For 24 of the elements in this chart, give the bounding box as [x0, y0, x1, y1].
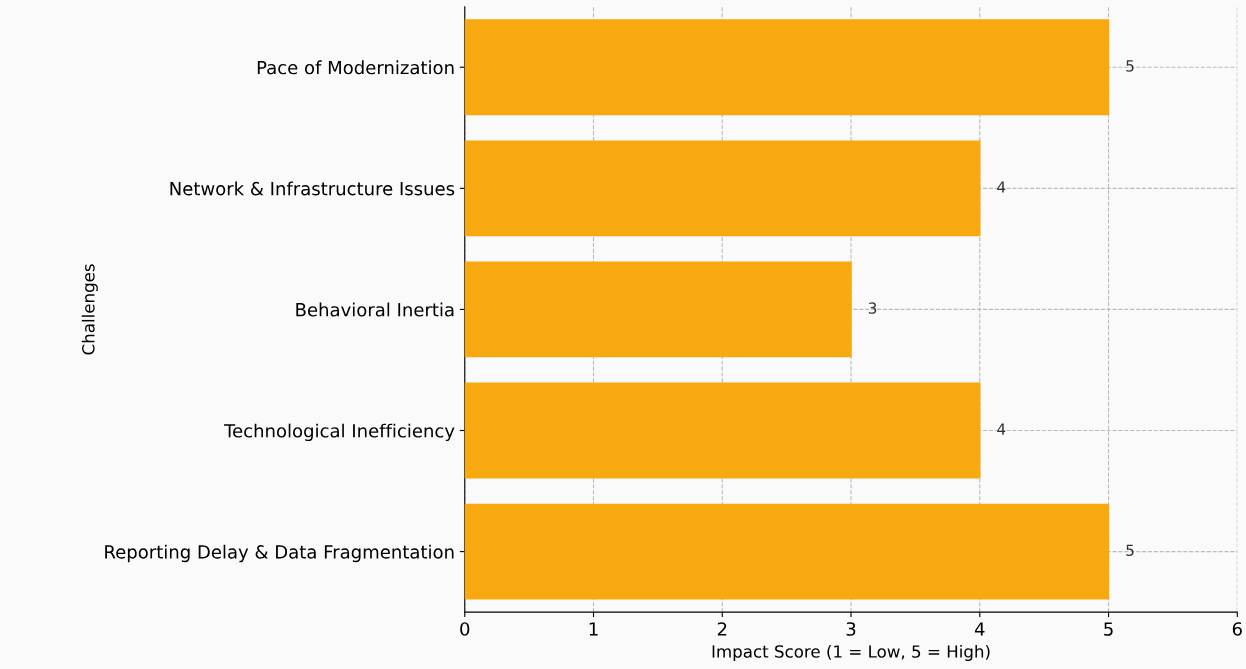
x-tick-label: 5: [1104, 622, 1113, 636]
data-label: 3: [868, 302, 877, 314]
y-tick-label: Technological Inefficiency: [224, 423, 455, 442]
bar: [464, 382, 981, 479]
y-tick-label: Pace of Modernization: [257, 60, 454, 75]
y-tick-label: Reporting Delay & Data Fragmentation: [105, 544, 454, 563]
x-tick-label: 6: [1232, 622, 1242, 636]
bar: [464, 140, 981, 237]
x-tick-label: 1: [589, 622, 598, 636]
y-tick-label: Behavioral Inertia: [296, 302, 454, 317]
data-label: 5: [1126, 544, 1134, 557]
bar: [464, 503, 1110, 600]
x-tick-label: 0: [460, 622, 470, 636]
x-tick-label: 3: [846, 622, 856, 636]
data-label: 5: [1126, 60, 1134, 72]
y-axis-title: Challenges: [81, 264, 98, 355]
y-tick-label: Network & Infrastructure Issues: [170, 181, 455, 196]
bar: [464, 19, 1110, 116]
x-tick-label: 4: [974, 622, 985, 636]
x-tick-label: 2: [717, 622, 727, 636]
x-axis-title: Impact Score (1 = Low, 5 = High): [712, 644, 990, 662]
bar: [464, 261, 852, 358]
data-label: 4: [997, 423, 1006, 435]
data-label: 4: [997, 181, 1006, 193]
